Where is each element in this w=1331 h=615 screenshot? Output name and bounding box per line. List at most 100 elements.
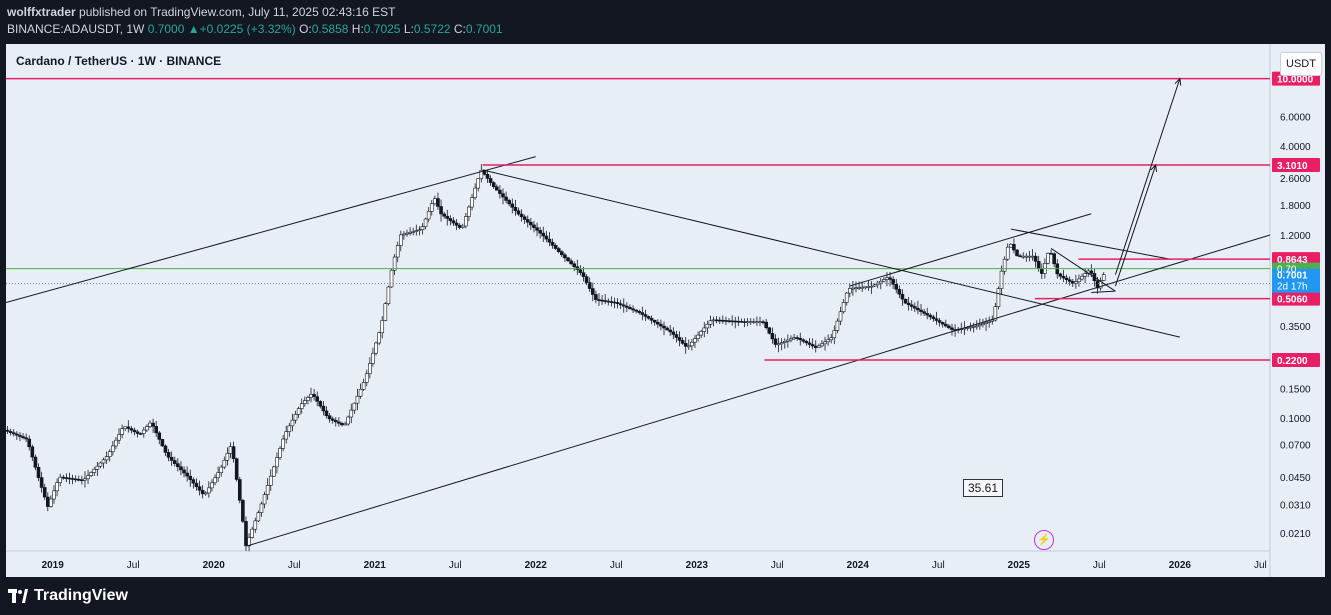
candle-up xyxy=(293,414,298,421)
candle-up xyxy=(368,363,372,375)
candle-down xyxy=(631,308,635,311)
currency-selector[interactable]: USDT xyxy=(1280,52,1322,76)
candle-up xyxy=(364,373,369,383)
candle-down xyxy=(488,178,493,183)
candle-down xyxy=(609,301,614,303)
publisher-name[interactable]: wolffxtrader xyxy=(7,5,76,19)
x-tick-label: 2020 xyxy=(203,560,226,571)
pennant-top-line xyxy=(1050,247,1116,292)
candle-down xyxy=(618,303,623,306)
y-tick-label: 0.0450 xyxy=(1280,473,1311,484)
flash-icon[interactable]: ⚡ xyxy=(1034,530,1054,550)
price-axis-panel xyxy=(1270,44,1325,577)
candle-up xyxy=(711,319,716,322)
candle-down xyxy=(563,254,567,259)
candle-down xyxy=(916,307,920,311)
candle-down xyxy=(674,334,679,338)
candle-up xyxy=(860,286,864,289)
candle-down xyxy=(767,327,772,334)
candle-down xyxy=(637,310,642,313)
low-value: 0.5722 xyxy=(413,22,451,36)
candle-down xyxy=(615,302,620,304)
candle-down xyxy=(498,189,502,194)
candle-up xyxy=(395,245,400,258)
candle-up xyxy=(290,419,295,427)
candle-up xyxy=(841,302,846,313)
x-tick-label: Jul xyxy=(771,560,784,571)
candle-up xyxy=(145,426,149,431)
candle-down xyxy=(717,319,722,322)
x-tick-label: 2022 xyxy=(525,560,548,571)
arrowhead-icon-2 xyxy=(1174,77,1182,86)
candle-up xyxy=(265,485,270,495)
candle-up xyxy=(835,320,840,331)
candle-up xyxy=(433,198,437,205)
candle-down xyxy=(634,309,638,312)
candle-up xyxy=(287,425,292,432)
candle-up xyxy=(745,321,750,324)
candle-down xyxy=(327,415,332,420)
candle-up xyxy=(1024,255,1029,258)
chart-frame[interactable]: 6.00004.00002.60001.80001.20000.70000.35… xyxy=(6,44,1325,577)
candle-up xyxy=(256,512,261,522)
candle-up xyxy=(832,330,837,339)
candle-down xyxy=(160,439,165,447)
candle-down xyxy=(810,344,815,347)
level-badge-text: 10.0000 xyxy=(1277,75,1314,86)
candle-up xyxy=(259,503,264,513)
candle-up xyxy=(782,341,787,343)
level-badge-text: 0.2200 xyxy=(1277,356,1308,367)
candle-up xyxy=(123,426,128,429)
candle-up xyxy=(823,341,827,345)
candle-down xyxy=(532,224,536,228)
candle-up xyxy=(361,382,366,390)
candle-up xyxy=(98,462,103,467)
candle-up xyxy=(820,343,824,347)
candle-down xyxy=(442,213,446,217)
candle-down xyxy=(594,294,598,300)
candle-down xyxy=(535,227,539,231)
candle-down xyxy=(11,432,16,435)
candle-up xyxy=(141,429,146,434)
candle-down xyxy=(714,319,719,322)
y-tick-label: 2.6000 xyxy=(1280,174,1311,185)
symbol-full: BINANCE:ADAUSDT, 1W xyxy=(7,22,145,36)
x-tick-label: Jul xyxy=(610,560,623,571)
tradingview-brand[interactable]: TradingView xyxy=(8,587,128,605)
candle-up xyxy=(83,478,87,481)
candle-up xyxy=(278,448,282,458)
x-tick-label: Jul xyxy=(127,560,140,571)
candle-down xyxy=(665,327,669,331)
candle-up xyxy=(844,292,849,303)
candle-up xyxy=(114,439,118,447)
candle-down xyxy=(1033,255,1038,262)
candle-up xyxy=(752,321,756,324)
candle-up xyxy=(851,287,855,290)
candle-up xyxy=(95,465,100,470)
candle-up xyxy=(702,327,707,332)
lower-channel-line xyxy=(247,234,1271,547)
candle-down xyxy=(231,446,236,459)
candle-up xyxy=(52,490,56,500)
candle-up xyxy=(213,477,217,484)
candle-up xyxy=(299,403,304,409)
candle-down xyxy=(494,186,499,191)
candle-up xyxy=(705,324,710,329)
candle-up xyxy=(882,279,886,282)
candle-up xyxy=(792,337,796,340)
candle-down xyxy=(337,421,341,424)
candle-up xyxy=(838,311,843,322)
candle-down xyxy=(39,477,44,488)
candle-down xyxy=(721,319,725,322)
candle-down xyxy=(566,257,570,262)
candle-down xyxy=(333,420,338,423)
candle-down xyxy=(943,323,948,327)
upper-channel-line xyxy=(6,156,536,304)
price-chart[interactable]: 6.00004.00002.60001.80001.20000.70000.35… xyxy=(6,44,1325,577)
candle-up xyxy=(104,456,109,461)
candle-up xyxy=(303,400,307,405)
tradingview-logo-icon xyxy=(8,589,28,603)
candle-down xyxy=(126,426,131,429)
candle-down xyxy=(18,434,22,437)
candle-down xyxy=(1089,270,1094,274)
